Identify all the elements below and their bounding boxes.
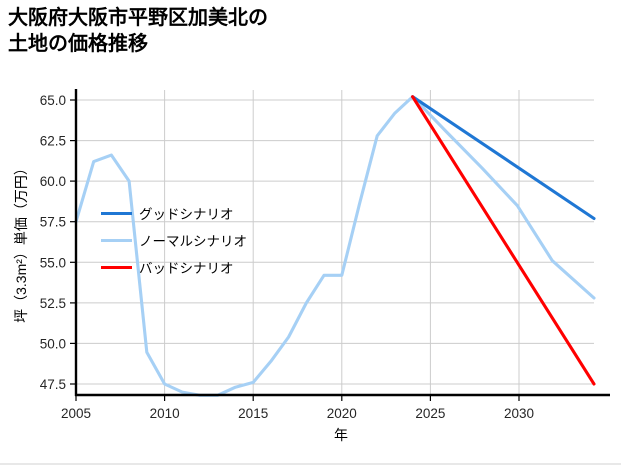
legend-item-good[interactable]: グッドシナリオ [101,207,234,222]
x-tick-label: 2005 [61,406,91,421]
y-axis-label: 坪（3.3m²）単価（万円） [13,161,29,323]
legend-item-normal[interactable]: ノーマルシナリオ [101,234,247,249]
y-tick-labels: 65.0 62.5 60.0 57.5 55.0 52.5 50.0 47.5 [40,93,66,392]
y-tick-label: 65.0 [40,93,66,108]
legend-label-normal: ノーマルシナリオ [139,234,247,249]
x-tick-labels: 2005 2010 2015 2020 2025 2030 [61,406,534,421]
x-tick-label: 2020 [327,406,357,421]
x-tick-label: 2010 [150,406,180,421]
y-tick-label: 52.5 [40,296,66,311]
x-tick-marks [75,395,520,401]
chart-legend: グッドシナリオ ノーマルシナリオ バッドシナリオ [101,207,247,276]
bottom-divider [0,463,621,465]
legend-label-good: グッドシナリオ [139,207,234,222]
y-tick-label: 62.5 [40,134,66,149]
y-tick-marks [70,99,76,385]
series-line-normal [74,95,596,397]
legend-label-bad: バッドシナリオ [139,261,234,276]
legend-item-bad[interactable]: バッドシナリオ [101,261,234,276]
page-title: 大阪府大阪市平野区加美北の 土地の価格推移 [8,7,268,55]
y-tick-label: 50.0 [40,336,66,351]
y-tick-label: 47.5 [40,377,66,392]
x-tick-label: 2030 [504,406,534,421]
x-axis-label: 年 [334,427,348,443]
x-tick-label: 2015 [238,406,268,421]
y-tick-label: 57.5 [40,215,66,230]
series-line-good [411,95,596,221]
y-tick-label: 55.0 [40,255,66,270]
y-tick-label: 60.0 [40,174,66,189]
horizontal-gridlines [76,99,594,385]
series-line-bad [411,95,596,386]
x-tick-label: 2025 [415,406,445,421]
